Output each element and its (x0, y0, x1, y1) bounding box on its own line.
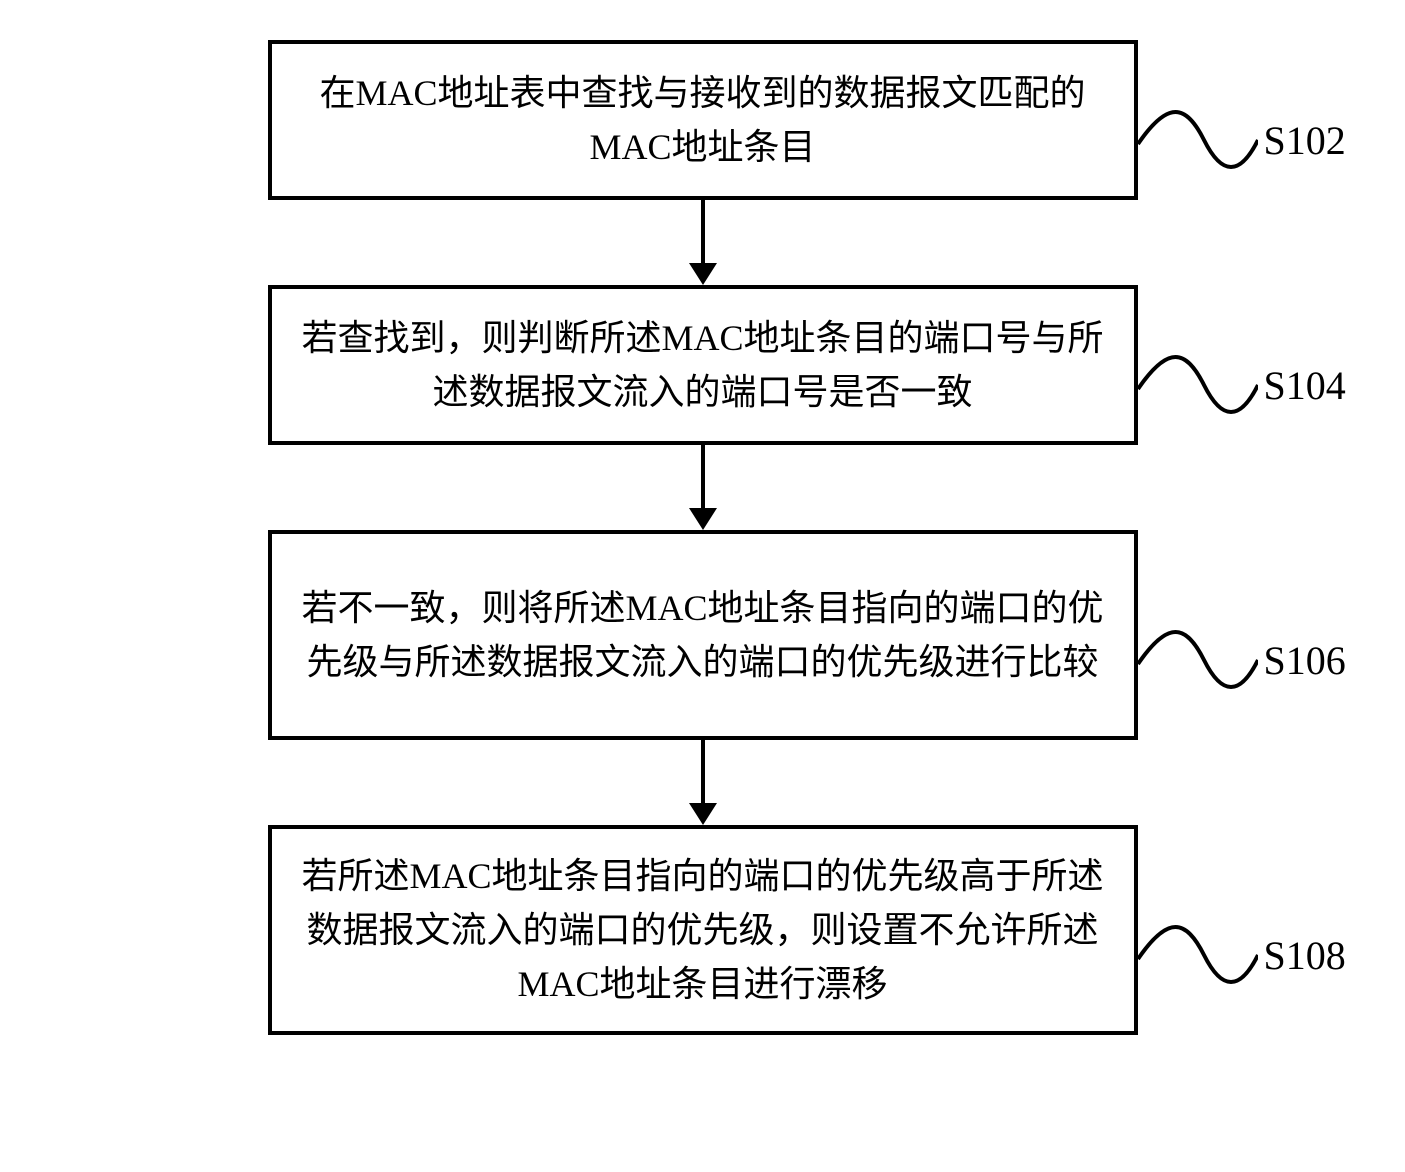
step-label-s108: S108 (1264, 932, 1346, 979)
box-text-s106: 若不一致，则将所述MAC地址条目指向的端口的优先级与所述数据报文流入的端口的优先… (292, 581, 1114, 689)
step-label-s104: S104 (1264, 362, 1346, 409)
step-row-s106: 若不一致，则将所述MAC地址条目指向的端口的优先级与所述数据报文流入的端口的优先… (40, 530, 1365, 740)
arrow-down-icon (683, 445, 723, 530)
arrow-down-icon (683, 740, 723, 825)
step-row-s104: 若查找到，则判断所述MAC地址条目的端口号与所述数据报文流入的端口号是否一致 S… (40, 285, 1365, 445)
connector-curve-s106 (1138, 620, 1258, 700)
connector-curve-s104 (1138, 345, 1258, 425)
label-wrap-s106: S106 (1138, 620, 1346, 700)
box-s102: 在MAC地址表中查找与接收到的数据报文匹配的MAC地址条目 (268, 40, 1138, 200)
flowchart-container: 在MAC地址表中查找与接收到的数据报文匹配的MAC地址条目 S102 若查找到，… (40, 40, 1365, 1035)
step-row-s102: 在MAC地址表中查找与接收到的数据报文匹配的MAC地址条目 S102 (40, 40, 1365, 200)
arrow-1 (683, 200, 723, 285)
box-text-s102: 在MAC地址表中查找与接收到的数据报文匹配的MAC地址条目 (292, 66, 1114, 174)
arrow-2 (683, 445, 723, 530)
box-text-s108: 若所述MAC地址条目指向的端口的优先级高于所述数据报文流入的端口的优先级，则设置… (292, 849, 1114, 1011)
box-s106: 若不一致，则将所述MAC地址条目指向的端口的优先级与所述数据报文流入的端口的优先… (268, 530, 1138, 740)
label-wrap-s102: S102 (1138, 100, 1346, 180)
label-wrap-s104: S104 (1138, 345, 1346, 425)
label-wrap-s108: S108 (1138, 915, 1346, 995)
step-label-s106: S106 (1264, 637, 1346, 684)
step-label-s102: S102 (1264, 117, 1346, 164)
connector-curve-s108 (1138, 915, 1258, 995)
step-row-s108: 若所述MAC地址条目指向的端口的优先级高于所述数据报文流入的端口的优先级，则设置… (40, 825, 1365, 1035)
arrow-3 (683, 740, 723, 825)
connector-curve-s102 (1138, 100, 1258, 180)
arrow-down-icon (683, 200, 723, 285)
box-s104: 若查找到，则判断所述MAC地址条目的端口号与所述数据报文流入的端口号是否一致 (268, 285, 1138, 445)
box-s108: 若所述MAC地址条目指向的端口的优先级高于所述数据报文流入的端口的优先级，则设置… (268, 825, 1138, 1035)
box-text-s104: 若查找到，则判断所述MAC地址条目的端口号与所述数据报文流入的端口号是否一致 (292, 311, 1114, 419)
